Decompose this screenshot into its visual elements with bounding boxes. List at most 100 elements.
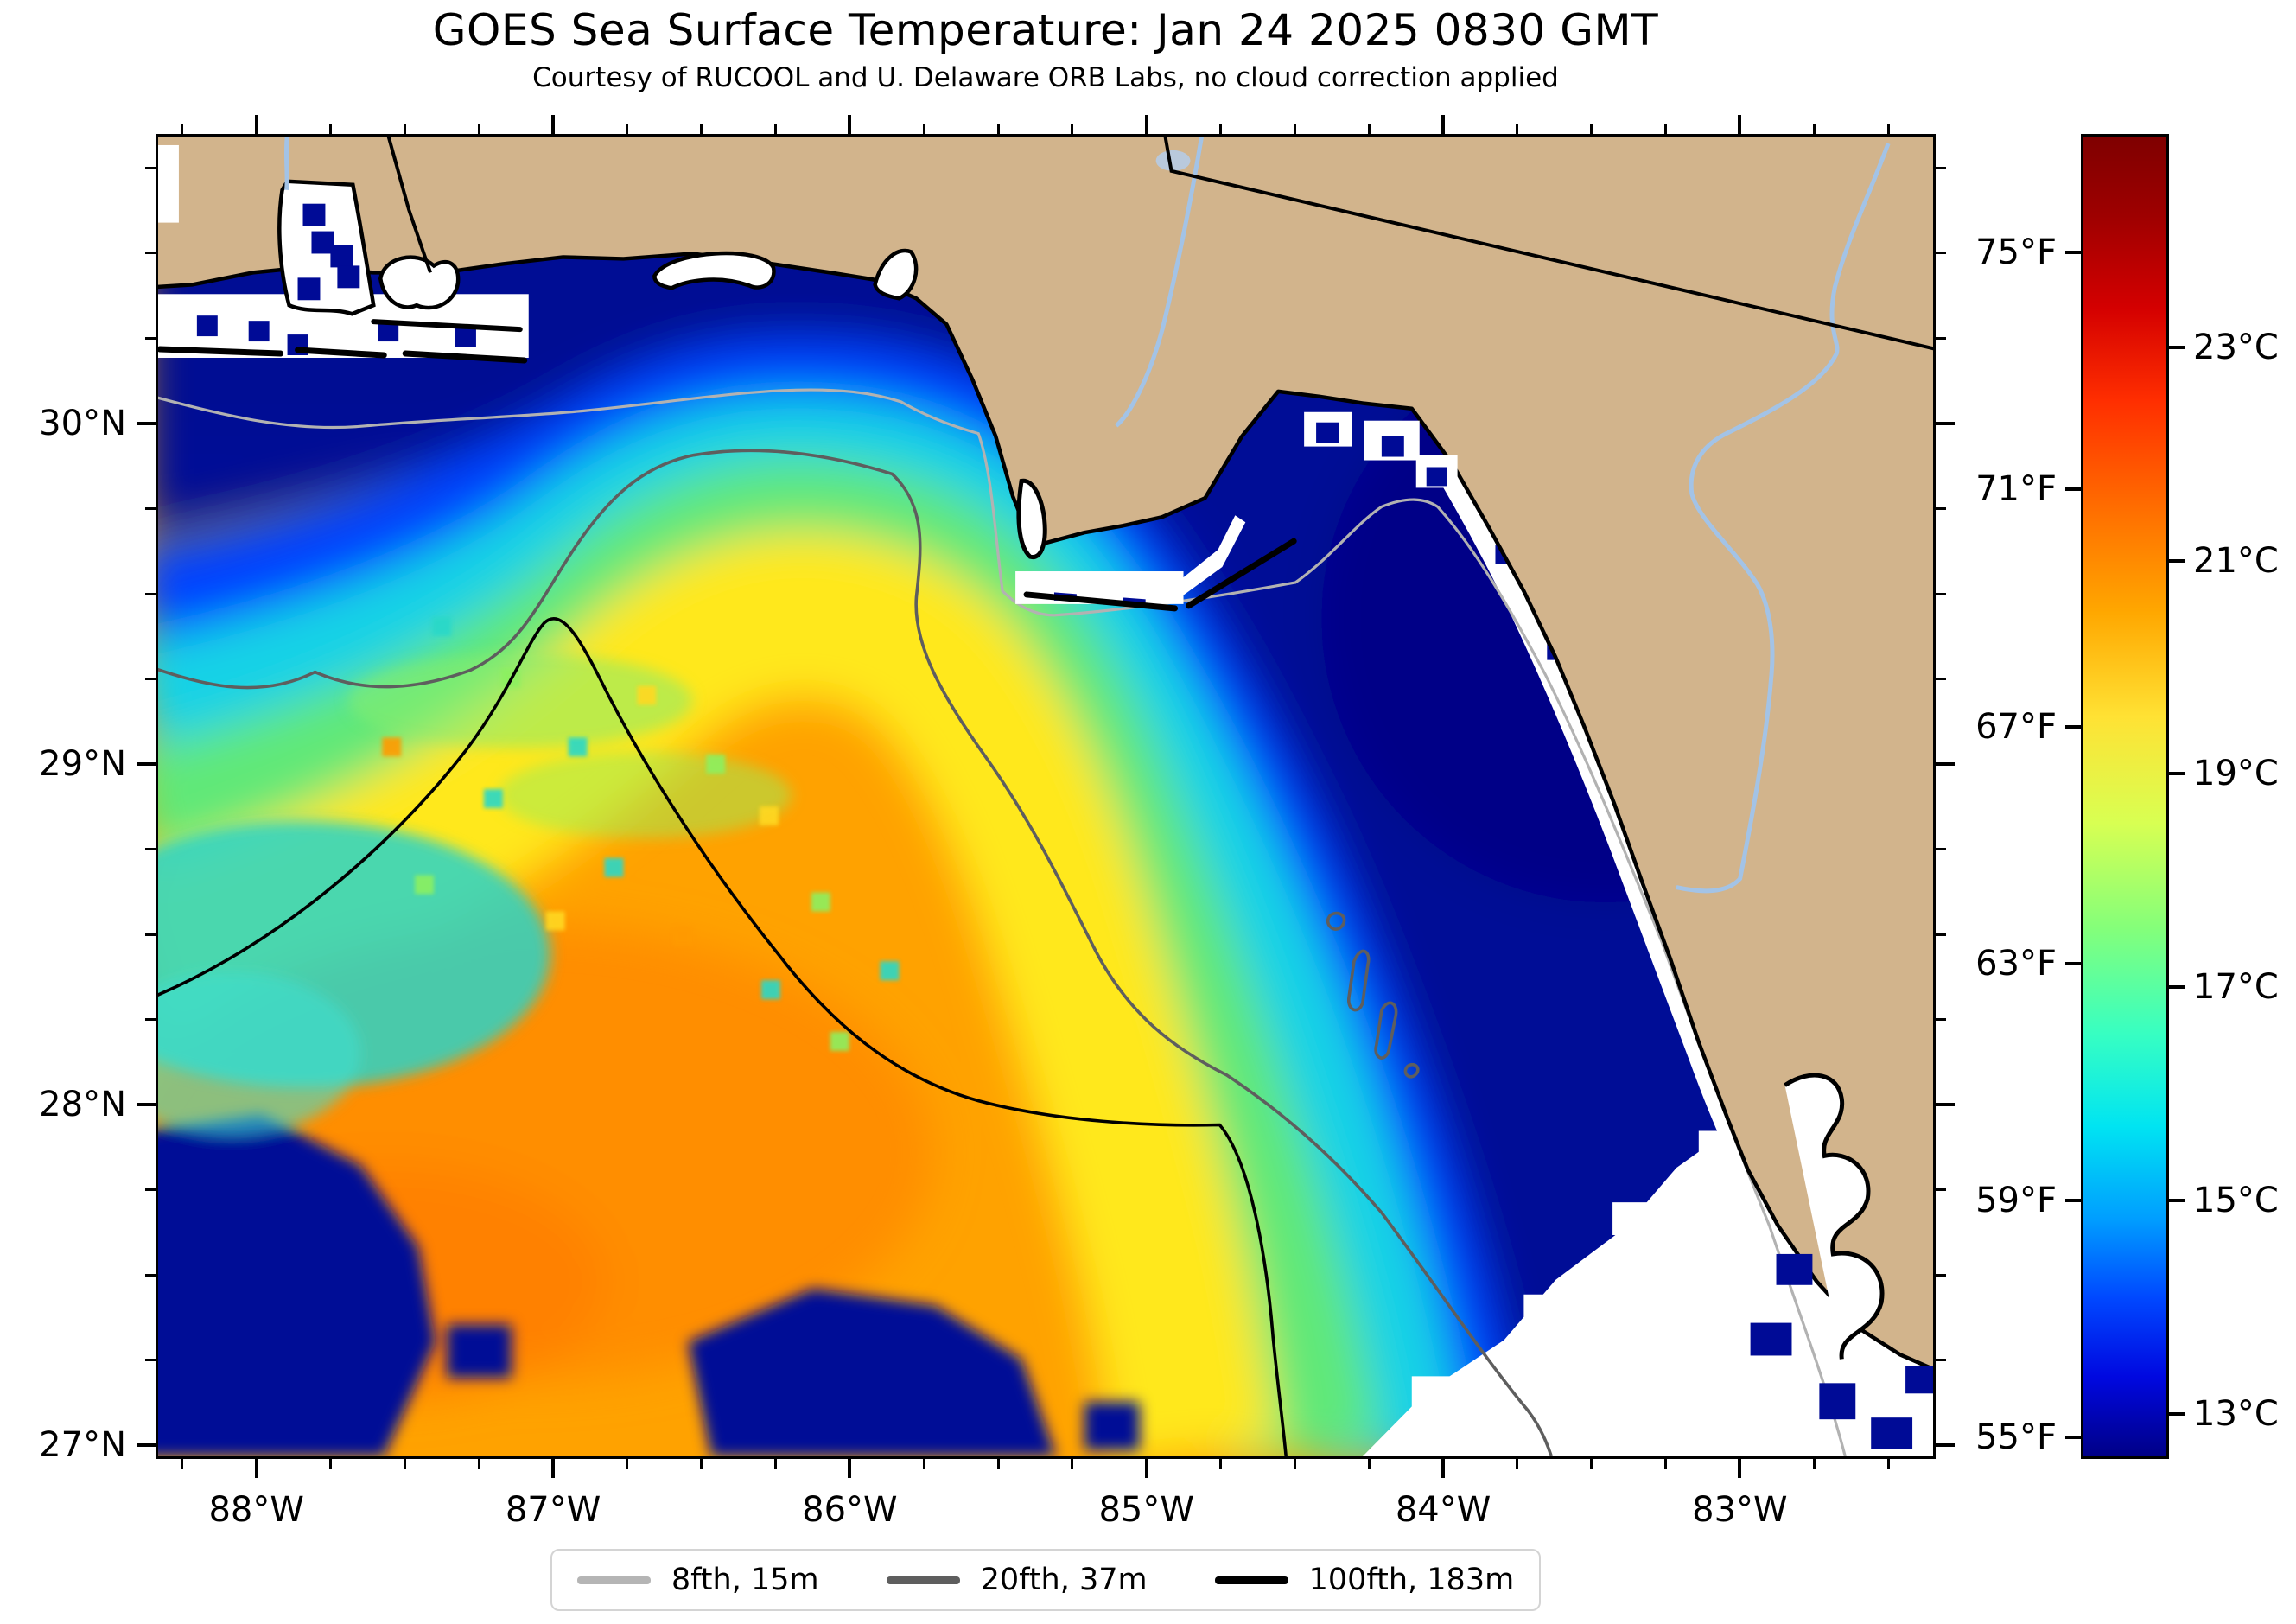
colorbar-f-tick: [2065, 487, 2081, 492]
y-major-tick: [137, 762, 156, 767]
colorbar: [2081, 134, 2169, 1459]
y-minor-tick: [145, 252, 156, 255]
x-major-tick: [1441, 1459, 1446, 1478]
colorbar-f-label: 75°F: [1975, 232, 2057, 273]
legend-line-swatch: [576, 1576, 651, 1584]
y-minor-tick-right: [1936, 1188, 1946, 1192]
legend-line-swatch: [1214, 1576, 1288, 1584]
x-tick-label: 84°W: [1395, 1490, 1491, 1530]
x-minor-tick-top: [626, 124, 629, 134]
colorbar-f-label: 59°F: [1975, 1181, 2057, 1221]
x-minor-tick: [700, 1459, 703, 1469]
colorbar-f-tick: [2065, 1436, 2081, 1440]
x-minor-tick: [626, 1459, 629, 1469]
legend-item: 100fth, 183m: [1214, 1563, 1515, 1597]
x-major-tick-top: [551, 115, 556, 134]
y-major-tick-right: [1936, 1443, 1955, 1448]
y-major-tick: [137, 421, 156, 425]
y-minor-tick: [145, 336, 156, 340]
colorbar-f-tick: [2065, 961, 2081, 965]
colorbar-c-label: 15°C: [2193, 1181, 2279, 1221]
y-minor-tick-right: [1936, 506, 1946, 510]
colorbar-f-tick: [2065, 1199, 2081, 1203]
cloud-cold-blobs: [158, 653, 1140, 1456]
y-minor-tick-right: [1936, 1018, 1946, 1022]
y-minor-tick-right: [1936, 166, 1946, 169]
sst-map-panel: [156, 134, 1936, 1459]
x-minor-tick: [1664, 1459, 1668, 1469]
colorbar-f-tick: [2065, 724, 2081, 729]
x-minor-tick-top: [181, 124, 184, 134]
legend-item-label: 100fth, 183m: [1308, 1563, 1515, 1597]
rivers: [283, 137, 1891, 894]
land-coastline: [158, 137, 1933, 1372]
x-minor-tick: [403, 1459, 406, 1469]
x-minor-tick: [1886, 1459, 1890, 1469]
x-minor-tick: [1071, 1459, 1074, 1469]
x-minor-tick: [329, 1459, 333, 1469]
x-minor-tick: [1219, 1459, 1223, 1469]
x-minor-tick: [1590, 1459, 1593, 1469]
x-minor-tick: [774, 1459, 778, 1469]
colorbar-c-tick: [2169, 1199, 2185, 1203]
y-major-tick-right: [1936, 1103, 1955, 1107]
x-minor-tick-top: [477, 124, 480, 134]
colorbar-c-label: 23°C: [2193, 327, 2279, 367]
x-minor-tick-top: [1219, 124, 1223, 134]
colorbar-f-label: 63°F: [1975, 943, 2057, 984]
y-major-tick: [137, 1443, 156, 1448]
x-minor-tick-top: [403, 124, 406, 134]
legend-item-label: 8fth, 15m: [671, 1563, 819, 1597]
colorbar-c-tick: [2169, 985, 2185, 990]
x-minor-tick: [1516, 1459, 1519, 1469]
contour-100fth: [158, 617, 1288, 1456]
y-major-tick: [137, 1103, 156, 1107]
x-minor-tick-top: [1590, 124, 1593, 134]
x-minor-tick-top: [1812, 124, 1816, 134]
x-minor-tick: [1812, 1459, 1816, 1469]
swath-navy-patches: [1750, 1253, 1933, 1449]
lake: [1155, 150, 1191, 171]
x-minor-tick: [477, 1459, 480, 1469]
x-tick-label: 87°W: [505, 1490, 601, 1530]
santa-rosa-island: [371, 319, 523, 333]
colorbar-c-label: 17°C: [2193, 967, 2279, 1008]
x-major-tick: [1738, 1459, 1742, 1478]
colorbar-c-tick: [2169, 558, 2185, 563]
contour-20fth: [158, 449, 1553, 1456]
y-major-tick-right: [1936, 421, 1955, 425]
x-minor-tick: [1293, 1459, 1296, 1469]
x-major-tick: [254, 1459, 258, 1478]
colorbar-f-label: 71°F: [1975, 469, 2057, 510]
x-minor-tick-top: [1664, 124, 1668, 134]
legend-item: 20fth, 37m: [886, 1563, 1148, 1597]
x-minor-tick: [996, 1459, 1000, 1469]
x-minor-tick-top: [996, 124, 1000, 134]
cloud-speckles: [382, 616, 900, 1051]
y-minor-tick: [145, 592, 156, 595]
y-minor-tick: [145, 166, 156, 169]
apalachee-bay-patches: [1304, 411, 1458, 488]
legend-item: 8fth, 15m: [576, 1563, 819, 1597]
x-tick-label: 85°W: [1098, 1490, 1194, 1530]
y-minor-tick: [145, 1273, 156, 1277]
colorbar-c-tick: [2169, 1411, 2185, 1416]
y-tick-label: 27°N: [39, 1425, 126, 1466]
y-minor-tick: [145, 1188, 156, 1192]
x-minor-tick-top: [1071, 124, 1074, 134]
legend-item-label: 20fth, 37m: [980, 1563, 1148, 1597]
y-major-tick-right: [1936, 762, 1955, 767]
apalachicola-region: [1015, 478, 1297, 612]
colorbar-c-label: 19°C: [2193, 754, 2279, 794]
y-minor-tick-right: [1936, 252, 1946, 255]
x-major-tick-top: [254, 115, 258, 134]
state-boundaries: [386, 137, 1933, 351]
x-minor-tick-top: [774, 124, 778, 134]
x-major-tick: [848, 1459, 852, 1478]
legend-line-swatch: [886, 1576, 960, 1584]
x-major-tick: [1144, 1459, 1148, 1478]
tampa-bay-coast: [1784, 1073, 1885, 1360]
colorbar-c-tick: [2169, 772, 2185, 776]
x-major-tick-top: [1738, 115, 1742, 134]
